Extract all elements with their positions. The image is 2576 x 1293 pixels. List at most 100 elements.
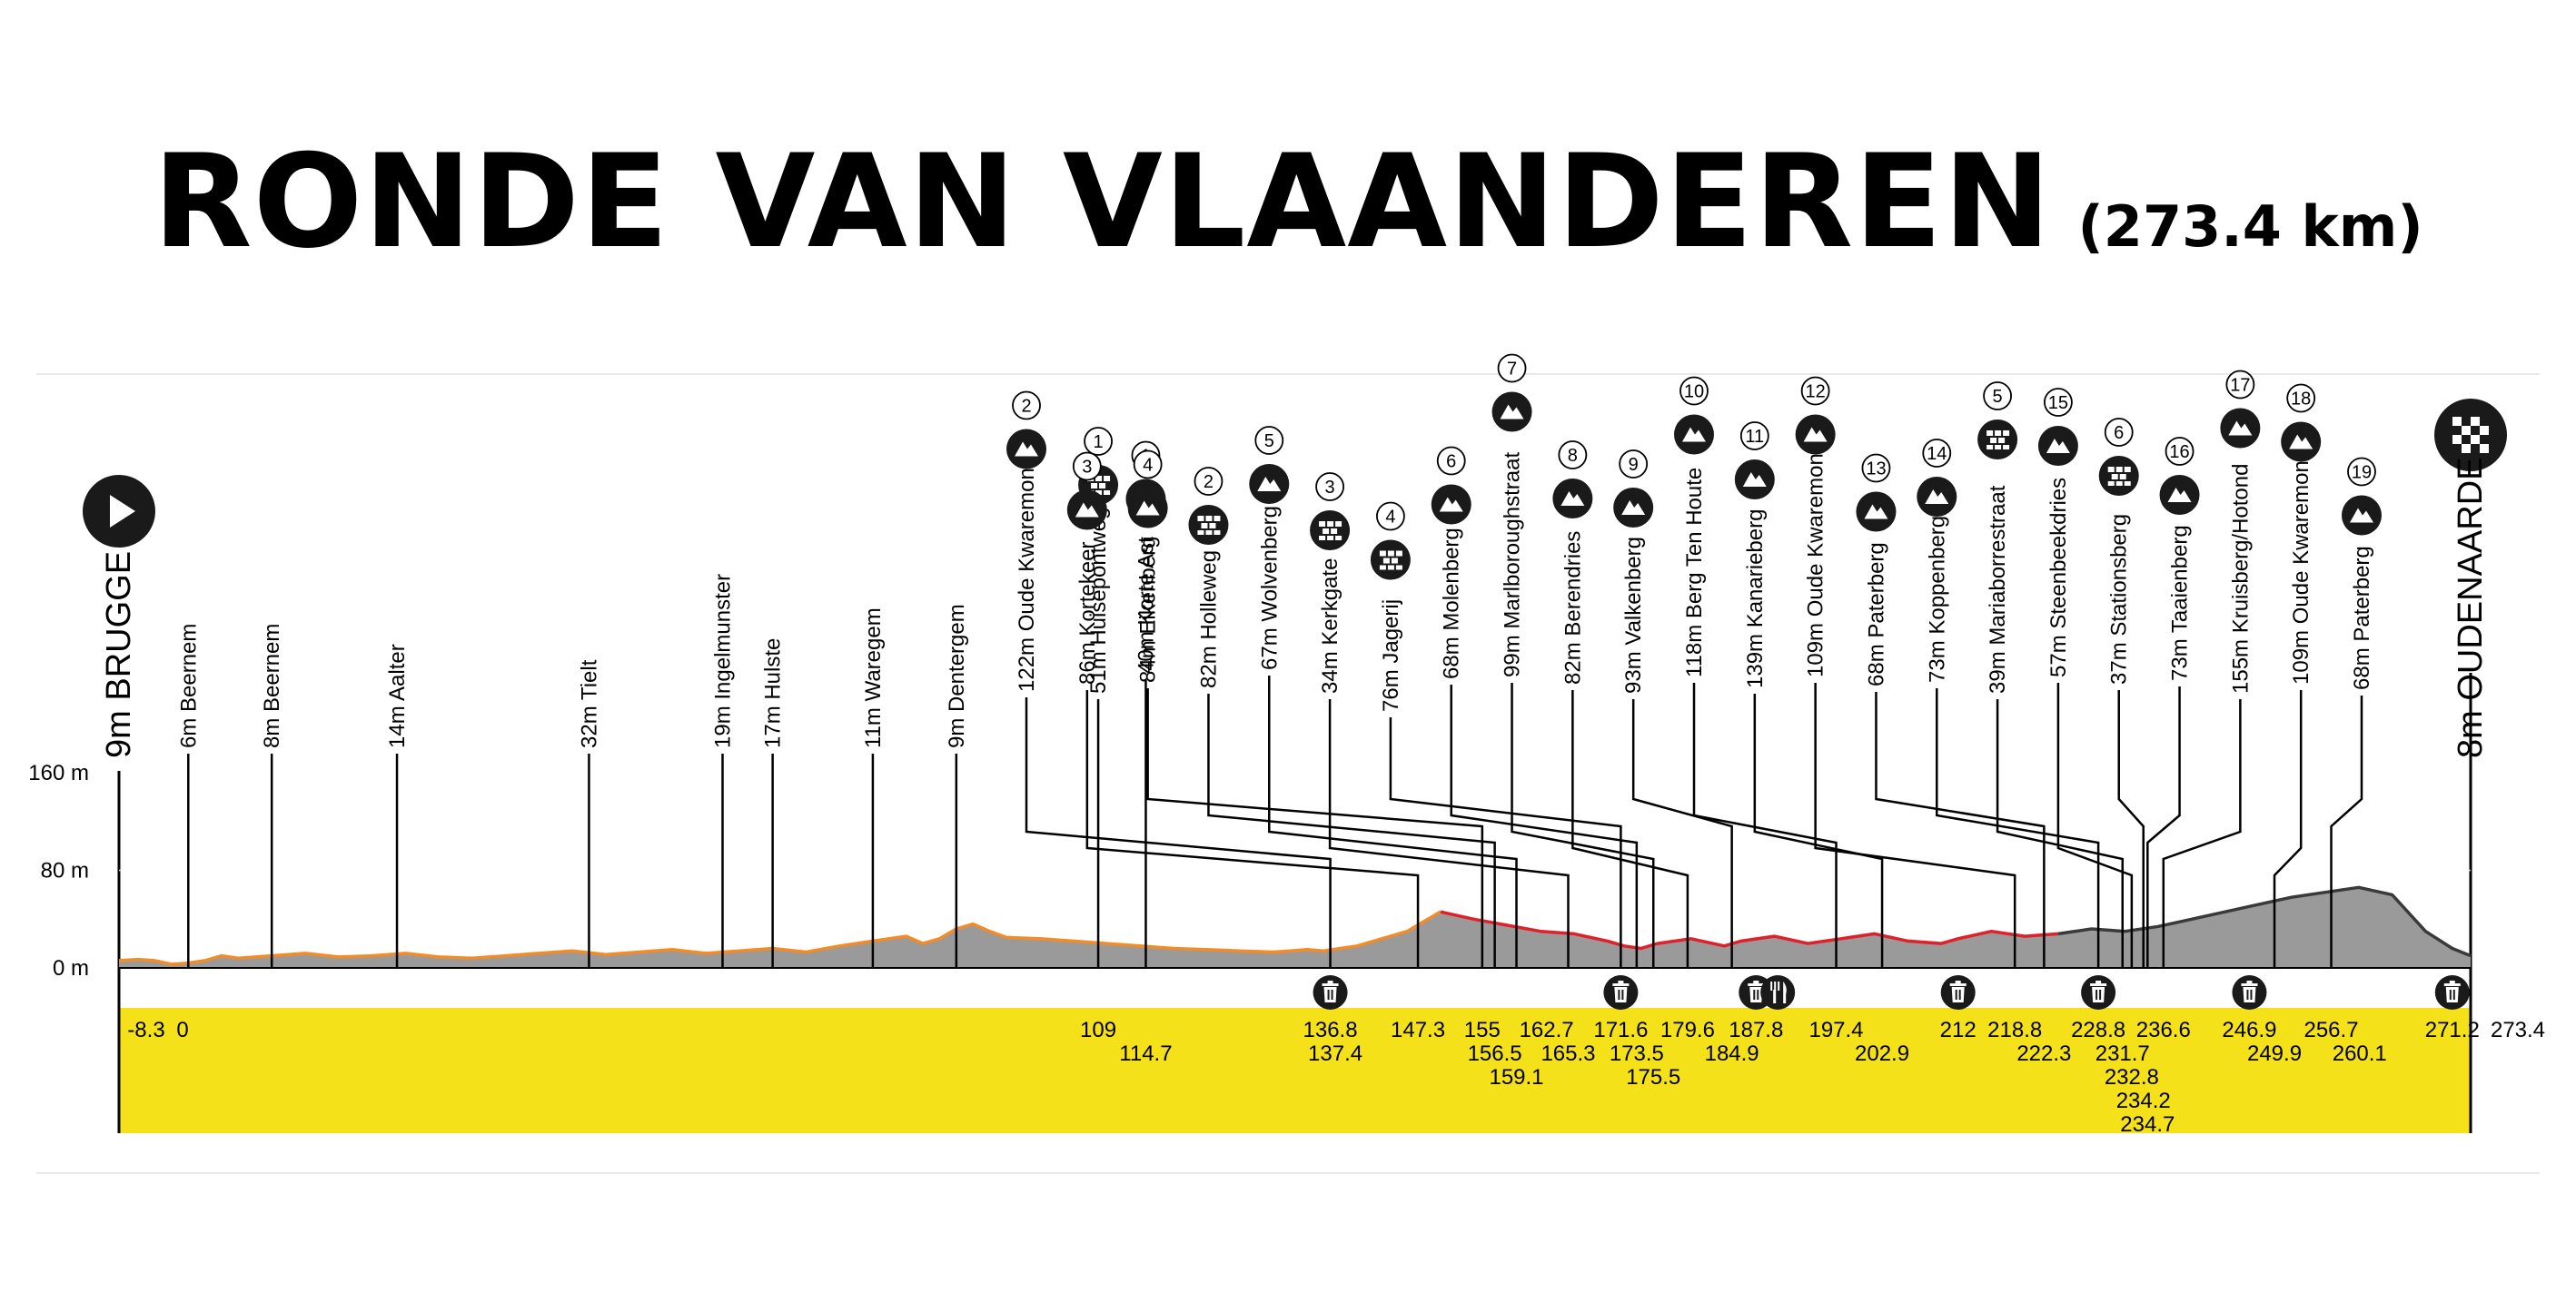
km-marker: 147.3 [1391,1018,1445,1042]
km-marker: 137.4 [1308,1041,1362,1066]
cobble-icon [1977,419,2018,459]
sector-label: 82m Berendries [1560,531,1585,685]
sector-label: 51m Huisepontweg [1086,508,1111,694]
sector-label: 34m Kerkgate [1318,558,1342,694]
km-marker: 234.7 [2120,1112,2175,1137]
sector-climb-5: 67m Wolvenberg 5 [1249,426,1518,968]
sector-number: 12 [1806,382,1826,402]
sector-leader [1389,717,1622,968]
sector-leader [2162,699,2242,968]
sector-leader [2330,696,2363,968]
sector-number-badge [1619,449,1649,479]
checker-square [2471,435,2480,444]
km-marker: 187.8 [1729,1018,1783,1042]
sector-number-badge [2225,370,2255,400]
sector-number-badge [1072,451,1102,481]
sector-climb-16: 73m Taaienberg 16 [2146,437,2200,968]
km-marker: 249.9 [2247,1041,2302,1066]
endpoint-layer: 9m BRUGGE 8m OUDENAARDE [83,399,2507,758]
sector-number-badge [1922,439,1952,468]
sector-label: 73m Koppenberg [1925,516,1949,683]
checker-square [2462,444,2471,453]
sector-number: 4 [1385,508,1395,528]
sector-number: 9 [1629,455,1639,475]
checker-square [2452,417,2462,426]
sector-number-badge [1194,467,1224,496]
km-marker: 256.7 [2304,1018,2358,1042]
cobble-icon [2098,456,2139,496]
sector-climb-8: 82m Berendries 8 [1552,440,1689,968]
sector-number: 5 [1993,387,2003,407]
sector-number: 10 [1684,382,1704,402]
sector-label: 109m Oude Kwaremont [1804,447,1828,677]
km-marker: 197.4 [1808,1018,1863,1042]
sector-climb-19: 68m Paterberg 19 [2330,457,2382,968]
sector-leader [1511,683,1655,968]
sector-number: 6 [2114,423,2124,443]
sector-number: 3 [1325,478,1335,498]
start-label: 9m BRUGGE [100,551,138,758]
sector-climb-14: 73m Koppenberg 14 [1917,439,2100,968]
sector-number-badge [2286,383,2316,413]
sector-climb-7: 99m Marlboroughstraat 7 [1491,353,1655,968]
sector-number: 2 [1204,472,1214,492]
sector-label: 40m Korte Ast [1134,537,1158,674]
waypoint-layer: 6m Beernem 8m Beernem 14m Aalter 32m Tielt 1… [176,574,969,968]
km-marker: 246.9 [2222,1018,2276,1042]
km-marker: 202.9 [1855,1041,1909,1066]
km-marker: 173.5 [1610,1041,1664,1066]
feed-zone-icon [1760,975,1796,1010]
km-marker: 165.3 [1541,1041,1595,1066]
sector-label: 39m Mariaborrestraat [1986,485,2010,694]
sector-climb-9: 93m Valkenberg 9 [1613,449,1733,968]
sector-leader [2117,690,2145,968]
km-marker: 236.6 [2136,1018,2191,1042]
sector-number: 17 [2230,376,2250,396]
km-marker: 162.7 [1520,1018,1574,1042]
sector-label: 37m Stationsberg [2107,514,2132,685]
sector-number-badge [1800,376,1830,406]
sector-number: 1 [1093,432,1103,452]
waypoint-label: 17m Hulste [761,638,786,748]
km-marker: 109 [1080,1018,1116,1042]
sector-leader [1571,690,1689,968]
sector-climb-11: 139m Kanarieberg 11 [1734,421,1884,968]
sector-leader [1146,688,1484,968]
sector-label: 139m Kanarieberg [1743,509,1768,688]
sector-number: 8 [1568,446,1578,466]
sector-number-badge [1012,390,1041,420]
sector-climb-4: 84m Eikenberg 4 [1127,449,1484,968]
feed-layer [1313,975,2470,1010]
sector-number: 16 [2169,442,2189,462]
checker-square [2452,435,2462,444]
sector-number-badge [1254,426,1284,455]
sector-number-badge [1679,376,1709,406]
sector-number: 6 [1446,452,1456,472]
waypoint-label: 6m Beernem [176,624,201,748]
sector-leader [1268,676,1518,968]
sector-climb-3: 86m Kortekeer 3 [1066,451,1420,968]
sector-number-badge [1084,427,1113,456]
race-title: RONDE VAN VLAANDEREN [153,127,2053,277]
sector-number-badge [1436,446,1466,476]
waypoint-label: 9m Dentergem [945,604,969,748]
waypoint-label: 8m Beernem [260,624,284,748]
sector-number: 11 [1745,427,1764,447]
sector-leader [1936,688,2100,968]
checker-square [2480,444,2489,453]
km-marker: 155 [1464,1018,1501,1042]
sector-leader [1875,692,2046,968]
sector-leader [1692,683,1838,968]
sector-number-badge [2044,388,2073,417]
km-marker: 184.9 [1705,1041,1759,1066]
profile-area [118,885,2472,969]
sector-cobble-5: 39m Mariaborrestraat 5 [1977,381,2125,968]
sector-number-badge [1133,449,1163,479]
sector-climb-6: 68m Molenberg 6 [1431,446,1639,968]
km-marker: 179.6 [1660,1018,1715,1042]
cobble-icon [1310,510,1351,550]
km-marker: 234.2 [2116,1089,2171,1113]
waypoint-label: 11m Waregem [861,607,886,748]
cobble-icon [1370,539,1411,580]
